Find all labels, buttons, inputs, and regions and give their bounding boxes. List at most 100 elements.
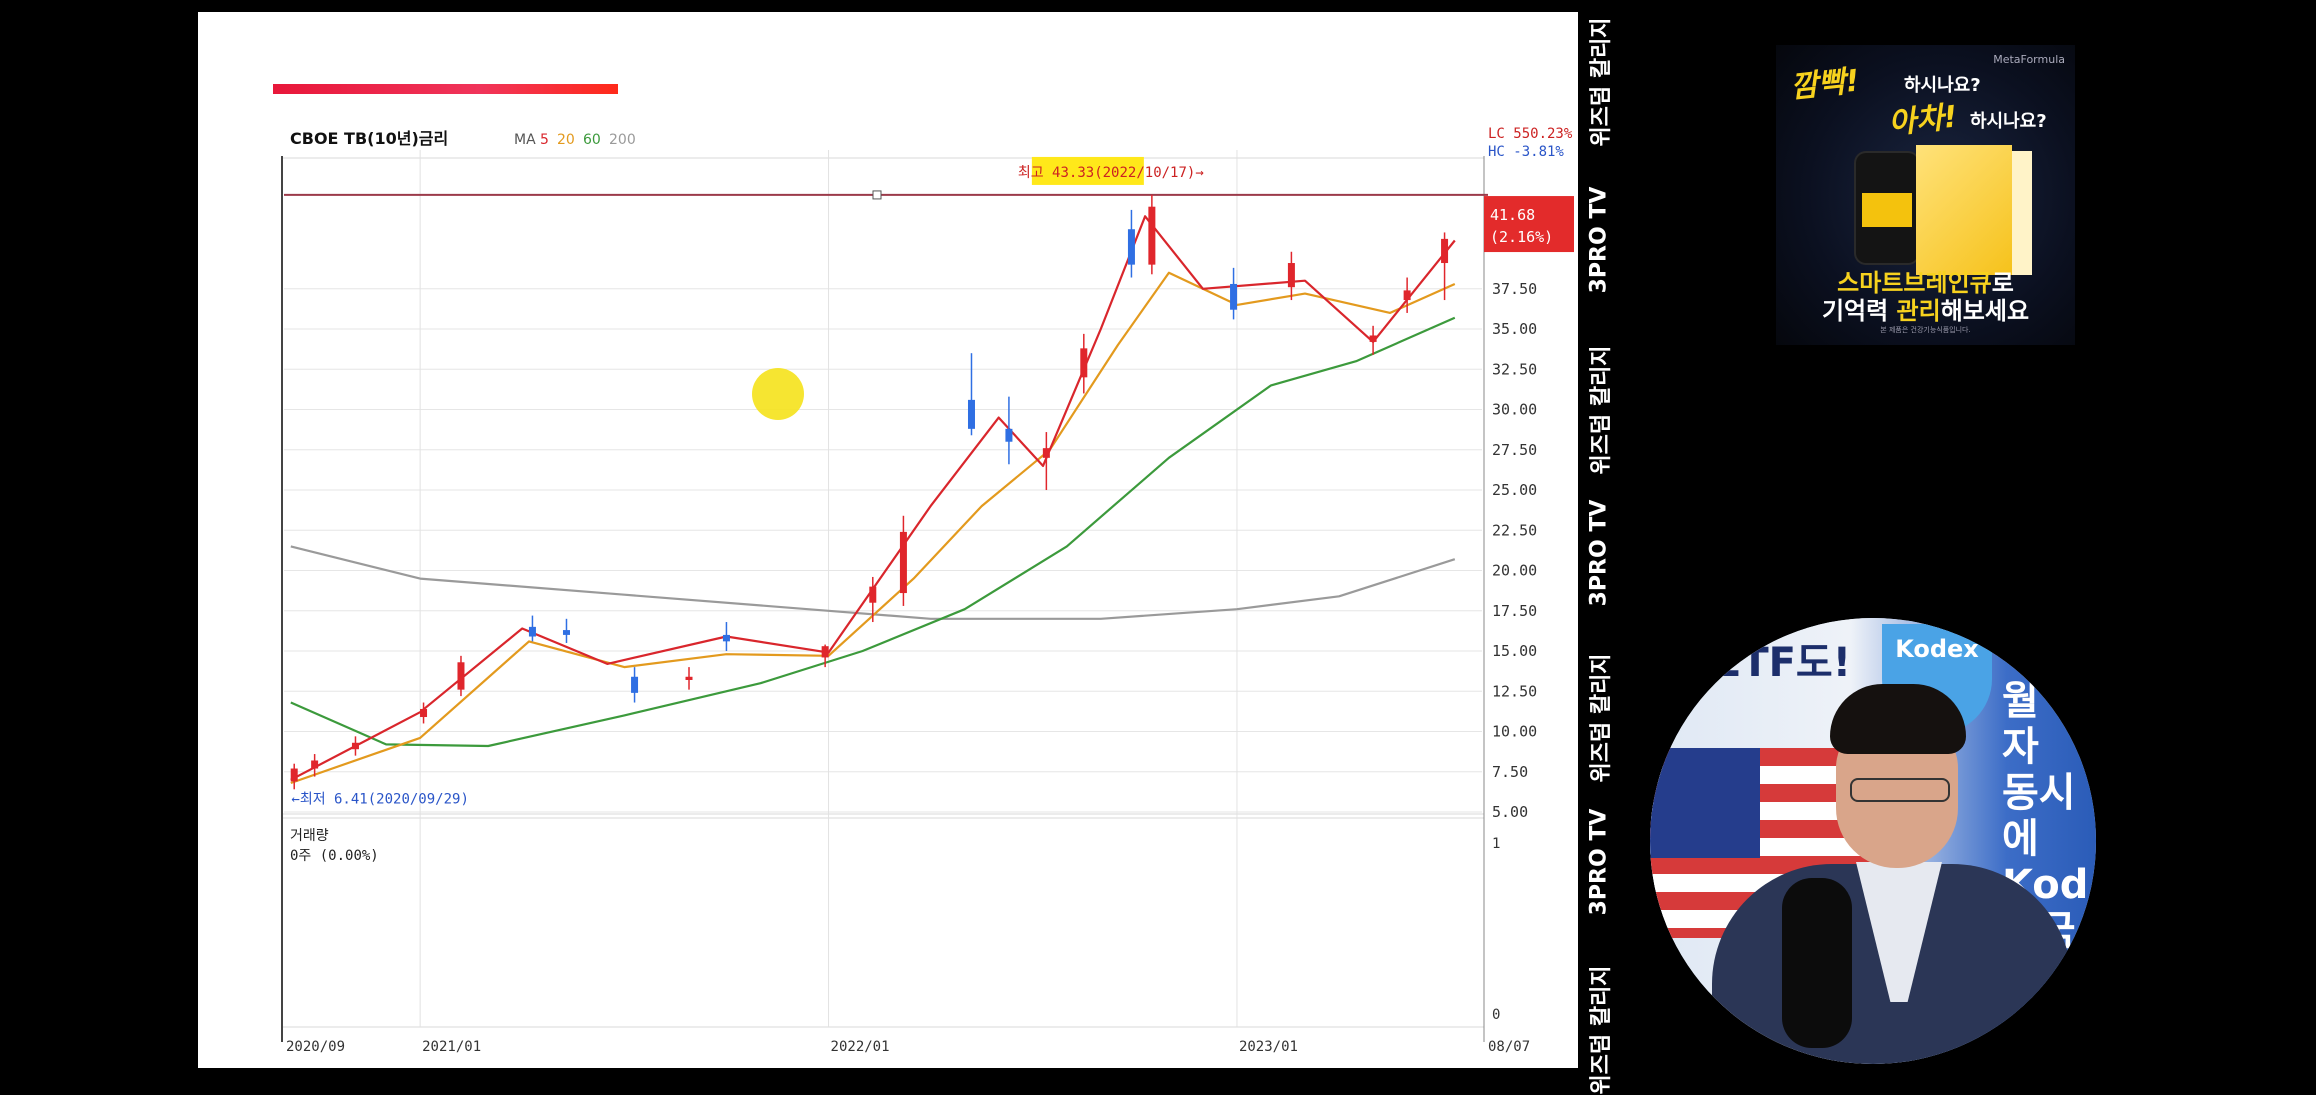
product-bottle-image (1856, 153, 1918, 263)
candle-body (1080, 348, 1088, 378)
x-tick-label: 2021/01 (422, 1039, 481, 1055)
kodex-logo: Kodex (1882, 624, 1992, 734)
microphone (1782, 878, 1852, 1048)
ma-legend-period: 60 (583, 132, 601, 148)
ma20-line (290, 271, 1456, 785)
ad-tagline-highlight: 관리 (1896, 297, 1941, 325)
candle-body (869, 586, 877, 603)
y-tick-label: 25.00 (1492, 481, 1537, 499)
ticker-label: 3PRO TV (1586, 186, 1612, 294)
y-tick-label: 15.00 (1492, 642, 1537, 660)
ad-product-name: 스마트브레인큐 (1837, 269, 1992, 297)
resistance-line-handle (872, 190, 882, 200)
supplement-ad[interactable]: MetaFormula 깜빡! 하시나요? 아차! 하시나요? 스마트브레인큐로… (1776, 45, 2075, 345)
last-price-value: 41.68 (1490, 206, 1535, 224)
channel-ticker: 위즈덤 칼리지 3PRO TV 위즈덤 칼리지 3PRO TV 위즈덤 칼리지 3PRO … (1578, 0, 1621, 1095)
candle-body (420, 708, 428, 718)
ad-product-suffix: 로 (1991, 269, 2014, 297)
sign-line: 동시에 (2002, 770, 2076, 862)
candle-body (821, 646, 829, 658)
backdrop-etf-text: ETF도! (1714, 640, 1851, 686)
ticker-label: 위즈덤 칼리지 (1589, 965, 1614, 1095)
x-tick-label: 2023/01 (1239, 1039, 1298, 1055)
candle-body (1441, 238, 1449, 264)
ma60-line (290, 316, 1456, 748)
volume-axis-bottom: 0 (1492, 1007, 1500, 1023)
last-price-change: (2.16%) (1490, 228, 1553, 246)
candle-body (1230, 283, 1238, 310)
ad-headline-1: 깜빡! (1788, 63, 1861, 106)
y-tick-label: 5.00 (1492, 803, 1528, 821)
volume-panel-frame (281, 817, 1485, 1028)
ma5-line (290, 215, 1456, 781)
cursor-highlight-dot (752, 368, 804, 420)
candle-body (562, 630, 570, 635)
ad-tagline-suffix: 해보세요 (1940, 297, 2030, 325)
y-tick-label: 10.00 (1492, 723, 1537, 741)
candlestick-chart: 5.00 7.50 10.00 12.50 15.00 17.50 20.00 22.50 25… (281, 126, 1574, 1055)
sign-line: 자 (2002, 724, 2039, 770)
y-tick-label: 22.50 (1492, 521, 1537, 539)
ma-legend-label: MA (514, 132, 536, 148)
ad-tagline-prefix: 기억력 (1821, 297, 1889, 325)
high-annotation: 최고 43.33(2022/10/17)→ (1018, 165, 1204, 181)
ad-headline-2: 아차! (1886, 99, 1959, 142)
x-tick-label: 08/07 (1488, 1039, 1530, 1055)
low-annotation: ←최저 6.41(2020/09/29) (291, 791, 468, 807)
ticker-label: 3PRO TV (1586, 808, 1612, 916)
y-tick-label: 32.50 (1492, 360, 1537, 378)
presenter-webcam: ETF도! Kodex 월 자 동시에 Kod 미국 (1650, 618, 2096, 1064)
ad-product-line: 스마트브레인큐로 (1776, 263, 2075, 298)
candle-body (722, 634, 730, 642)
ticker-label: 위즈덤 칼리지 (1589, 653, 1614, 783)
candle-body (685, 676, 693, 680)
candle-body (1287, 263, 1295, 288)
ma-legend-period: 5 (540, 132, 549, 148)
candle-body (1127, 229, 1135, 265)
candle-body (967, 399, 975, 429)
candle-body (1403, 290, 1411, 301)
last-price-box (1484, 196, 1574, 253)
y-tick-label: 37.50 (1492, 280, 1537, 298)
price-panel-frame (281, 157, 1485, 815)
candle-body (1369, 335, 1377, 342)
y-tick-label: 12.50 (1492, 682, 1537, 700)
candle-body (457, 662, 465, 690)
ticker-label: 3PRO TV (1586, 499, 1612, 607)
x-tick-label: 2022/01 (831, 1039, 890, 1055)
chart-title: CBOE TB(10년)금리 (290, 129, 448, 148)
candle-body (528, 626, 536, 637)
product-box-image (1916, 145, 2032, 275)
y-tick-label: 35.00 (1492, 320, 1537, 338)
sign-line: 월 (2002, 678, 2039, 724)
candle-body (351, 742, 359, 750)
ad-headline-2-suffix: 하시나요? (1970, 111, 2047, 132)
presenter-glasses (1850, 778, 1950, 802)
volume-panel-value: 0주 (0.00%) (290, 848, 379, 864)
ma200-line (290, 545, 1456, 620)
volume-axis-top: 1 (1492, 836, 1500, 852)
ad-fine-print: 본 제품은 건강기능식품입니다. (1880, 326, 1971, 334)
ma-legend-period: 200 (609, 132, 636, 148)
y-tick-label: 30.00 (1492, 401, 1537, 419)
candle-body (1148, 206, 1156, 265)
candle-body (311, 760, 319, 769)
y-tick-label: 17.50 (1492, 602, 1537, 620)
candle-body (290, 768, 298, 782)
chart-slide: 5.00 7.50 10.00 12.50 15.00 17.50 20.00 22.50 25… (198, 12, 1578, 1068)
high-annotation-highlight (1031, 156, 1144, 185)
ma-legend-period: 20 (557, 132, 575, 148)
candle-body (1042, 448, 1050, 458)
y-tick-label: 27.50 (1492, 441, 1537, 459)
accent-bar (273, 84, 618, 94)
presenter-hair (1830, 684, 1966, 754)
lc-label: LC 550.23% (1488, 126, 1573, 142)
candle-body (899, 531, 907, 594)
hc-label: HC -3.81% (1488, 144, 1564, 160)
candle-body (631, 676, 639, 693)
candle-body (1005, 428, 1013, 442)
ticker-label: 위즈덤 칼리지 (1589, 345, 1614, 475)
ad-headline-1-suffix: 하시나요? (1904, 75, 1981, 96)
y-tick-label: 7.50 (1492, 763, 1528, 781)
y-tick-label: 20.00 (1492, 562, 1537, 580)
